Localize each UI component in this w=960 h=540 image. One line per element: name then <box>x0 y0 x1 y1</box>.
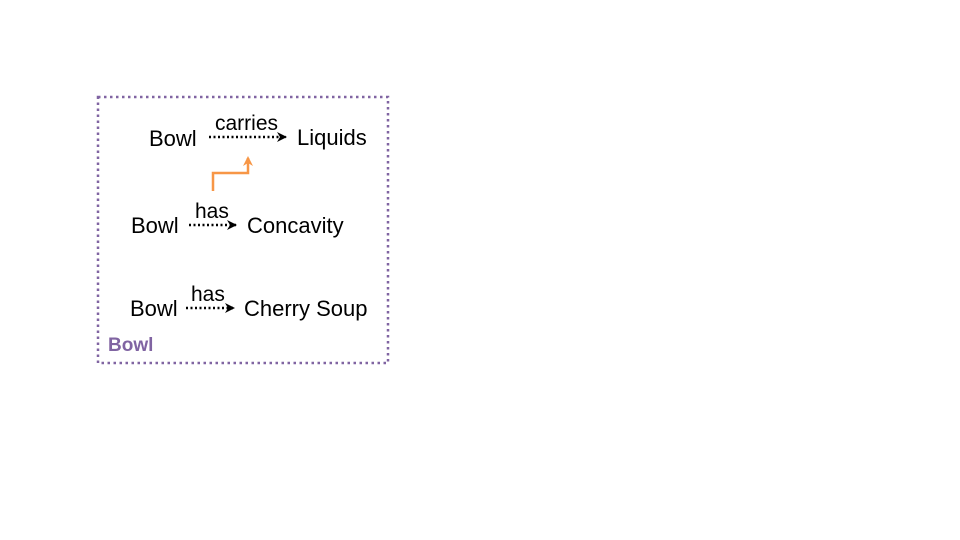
object-node-1: Liquids <box>297 125 367 150</box>
triple-1: Bowl carries Liquids <box>149 112 367 151</box>
relation-label-2: has <box>195 200 229 223</box>
relation-label-1: carries <box>215 112 278 135</box>
relation-label-3: has <box>191 283 225 306</box>
object-node-3: Cherry Soup <box>244 296 368 321</box>
group-box <box>96 95 390 365</box>
subject-node-1: Bowl <box>149 126 197 151</box>
subject-node-3: Bowl <box>130 296 178 321</box>
cross-link-arrow <box>211 156 253 191</box>
group-label: Bowl <box>108 335 153 356</box>
triple-2: Bowl has Concavity <box>131 200 344 238</box>
triple-3: Bowl has Cherry Soup <box>130 283 368 321</box>
object-node-2: Concavity <box>247 213 344 238</box>
subject-node-2: Bowl <box>131 213 179 238</box>
